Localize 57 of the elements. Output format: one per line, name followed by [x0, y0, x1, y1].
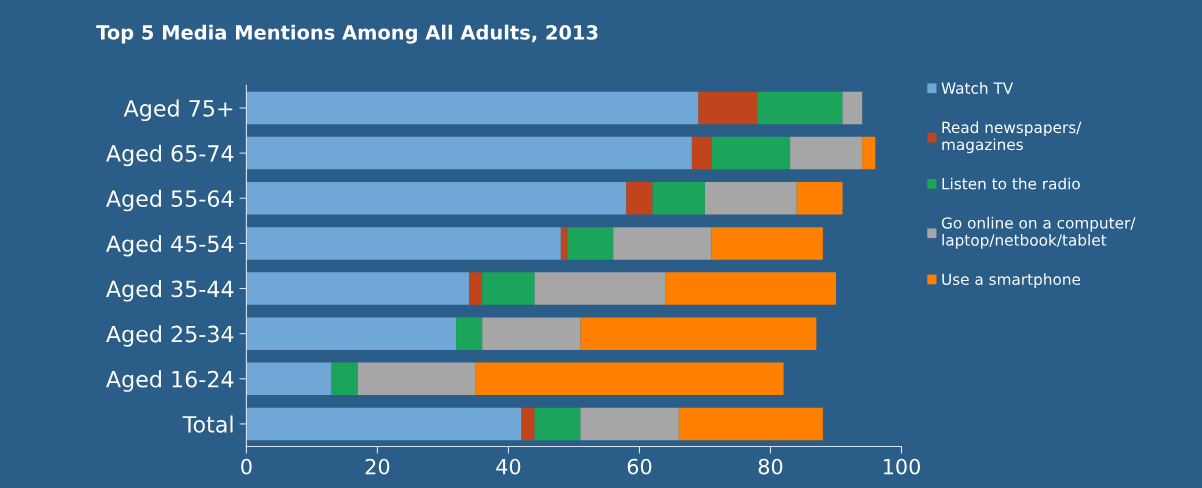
bar — [534, 272, 666, 305]
y-tick-label: Total — [182, 415, 233, 433]
bar — [665, 272, 836, 305]
legend-label: Use a smartphone — [942, 273, 1081, 288]
bar — [521, 407, 535, 441]
x-tick-label: 0 — [241, 458, 252, 475]
legend-label: Read newspapers/ magazines — [942, 121, 1082, 154]
y-tick-label: Aged 16-24 — [106, 370, 234, 392]
x-tick-label: 60 — [627, 458, 652, 475]
bar — [482, 317, 581, 350]
x-tick-label: 80 — [758, 458, 783, 475]
bar — [698, 91, 758, 125]
bar — [862, 136, 876, 170]
bar — [691, 136, 712, 170]
y-tick-label: Aged 75+ — [123, 99, 233, 122]
bar — [580, 317, 817, 350]
bar — [678, 407, 823, 441]
bar — [613, 227, 712, 260]
bar — [711, 136, 791, 170]
bar — [246, 136, 692, 170]
bar — [246, 272, 470, 305]
bar — [757, 91, 843, 125]
bar — [534, 407, 581, 441]
bar — [469, 272, 483, 305]
y-tick-label: Aged 55-64 — [106, 189, 234, 212]
bar — [711, 227, 823, 260]
bar — [704, 182, 797, 215]
bar — [560, 227, 568, 260]
y-tick-label: Aged 65-74 — [106, 144, 234, 167]
bar — [246, 407, 522, 441]
x-tick-label: 20 — [365, 458, 390, 475]
x-tick-label: 100 — [883, 458, 920, 475]
bar — [357, 362, 476, 396]
bar — [331, 362, 358, 396]
bar — [652, 182, 705, 215]
legend-label: Listen to the radio — [942, 177, 1080, 190]
bar — [567, 227, 614, 260]
bar — [790, 136, 863, 170]
chart-title: Top 5 Media Mentions Among All Adults, 2013 — [96, 24, 598, 44]
bar — [246, 362, 332, 396]
y-tick-label: Aged 25-34 — [106, 325, 234, 347]
bar — [246, 227, 561, 260]
bar — [246, 182, 627, 215]
bar — [482, 272, 535, 305]
bar — [842, 91, 863, 125]
y-tick-label: Aged 45-54 — [106, 234, 234, 257]
bar — [246, 91, 699, 125]
bar — [246, 317, 457, 350]
bar — [626, 182, 653, 215]
bar — [580, 407, 679, 441]
legend-label: Go online on a computer/ laptop/netbook/tablet — [941, 216, 1136, 249]
y-tick-label: Aged 35-44 — [106, 280, 234, 302]
bar — [475, 362, 784, 396]
x-tick-label: 40 — [496, 458, 521, 475]
bar — [456, 317, 483, 350]
bar — [796, 182, 843, 215]
legend-label: Watch TV — [941, 82, 1014, 94]
